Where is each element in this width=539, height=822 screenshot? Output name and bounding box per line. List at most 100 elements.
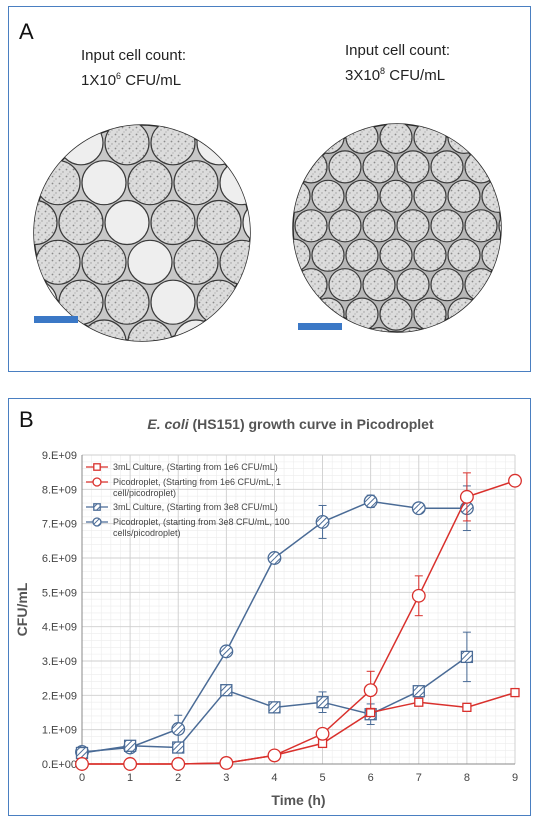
droplet xyxy=(294,327,328,332)
droplet xyxy=(481,297,501,331)
droplet xyxy=(104,125,150,166)
series-0 xyxy=(77,687,520,769)
chart-title: E. coli (HS151) growth curve in Picodrop… xyxy=(147,416,434,432)
droplet xyxy=(196,199,242,246)
droplet xyxy=(345,179,379,213)
data-point xyxy=(220,684,233,697)
y-tick-label: 3.E+09 xyxy=(42,656,77,668)
data-point xyxy=(219,756,234,770)
data-point xyxy=(171,757,186,771)
droplet xyxy=(345,238,379,272)
droplet xyxy=(311,179,345,213)
droplet xyxy=(396,150,430,184)
right-caption: Input cell count: 3X108 CFU/mL xyxy=(345,40,450,86)
data-point xyxy=(460,650,474,664)
droplet xyxy=(328,124,362,125)
data-point xyxy=(123,739,137,752)
droplet xyxy=(35,125,81,126)
data-point xyxy=(508,473,522,488)
droplet xyxy=(481,124,501,154)
droplet xyxy=(328,268,362,302)
x-tick-label: 3 xyxy=(223,772,229,784)
droplet xyxy=(293,209,294,243)
droplet xyxy=(294,209,328,243)
data-point xyxy=(171,722,186,736)
droplet xyxy=(464,327,498,332)
droplet xyxy=(242,125,250,166)
left-caption-line1: Input cell count: xyxy=(81,47,187,64)
droplet xyxy=(293,268,294,302)
legend-item: 3mL Culture, (Starting from 3e8 CFU/mL) xyxy=(86,502,278,512)
panel-a-letter: A xyxy=(19,19,34,44)
left-caption: Input cell count: 1X106 CFU/mL xyxy=(81,45,186,91)
droplet xyxy=(219,239,250,285)
droplet xyxy=(219,160,250,206)
droplet xyxy=(58,125,104,166)
droplet xyxy=(242,279,250,325)
droplet xyxy=(362,209,396,243)
droplet xyxy=(35,239,81,285)
y-tick-label: 7.E+09 xyxy=(42,519,77,531)
data-point xyxy=(219,644,234,659)
droplet xyxy=(498,327,501,332)
x-tick-label: 6 xyxy=(368,772,374,784)
data-point xyxy=(459,489,474,504)
legend-item: Picodroplet, (Starting from 1e6 CFU/mL, … xyxy=(86,477,281,498)
droplet xyxy=(430,150,464,184)
droplet xyxy=(498,268,501,302)
panel-b-letter: B xyxy=(19,407,34,432)
droplet xyxy=(379,238,413,272)
data-point xyxy=(123,757,138,771)
y-tick-label: 6.E+09 xyxy=(42,553,77,565)
data-point xyxy=(75,746,89,760)
right-microscopy-image xyxy=(292,123,502,333)
x-tick-label: 1 xyxy=(127,772,133,784)
droplet xyxy=(293,179,311,213)
droplet xyxy=(293,124,294,125)
droplet xyxy=(464,124,498,125)
data-point xyxy=(315,514,330,529)
droplet xyxy=(430,124,464,125)
droplet xyxy=(430,209,464,243)
y-tick-label: 1.E+09 xyxy=(42,725,77,737)
data-point xyxy=(316,696,329,709)
right-caption-line2: 3X108 CFU/mL xyxy=(345,66,446,84)
droplet xyxy=(430,268,464,302)
droplet xyxy=(173,160,219,206)
droplet xyxy=(430,327,464,332)
data-point xyxy=(172,741,185,754)
droplet xyxy=(362,124,396,125)
legend: 3mL Culture, (Starting from 1e6 CFU/mL) P… xyxy=(86,462,290,538)
droplet xyxy=(104,199,150,246)
legend-marker xyxy=(93,503,101,511)
panel-a: A Input cell count: 1X106 CFU/mL Input c… xyxy=(8,6,531,372)
droplet xyxy=(127,160,173,206)
droplet xyxy=(311,124,345,154)
droplet xyxy=(396,124,430,125)
y-tick-label: 0.E+00 xyxy=(42,759,77,771)
droplet xyxy=(127,239,173,285)
droplet xyxy=(328,327,362,332)
droplet xyxy=(293,124,311,154)
droplet xyxy=(150,199,196,246)
x-tick-label: 2 xyxy=(175,772,181,784)
x-tick-label: 7 xyxy=(416,772,422,784)
droplet xyxy=(196,279,242,325)
x-tick-label: 5 xyxy=(319,772,325,784)
legend-label: 3mL Culture, (Starting from 1e6 CFU/mL) xyxy=(113,462,278,472)
legend-item: Picodroplet, (starting from 3e8 CFU/mL, … xyxy=(86,517,290,538)
droplet xyxy=(464,150,498,184)
data-point xyxy=(268,701,281,714)
droplet xyxy=(81,319,127,341)
droplet xyxy=(127,125,173,126)
droplet xyxy=(150,279,196,325)
droplet xyxy=(81,160,127,206)
droplet xyxy=(379,124,413,154)
y-axis-label: CFU/mL xyxy=(14,582,30,636)
droplet xyxy=(447,124,481,154)
droplet xyxy=(127,319,173,341)
droplet xyxy=(173,239,219,285)
droplet xyxy=(413,238,447,272)
data-point xyxy=(363,494,378,509)
series-1 xyxy=(75,472,522,771)
